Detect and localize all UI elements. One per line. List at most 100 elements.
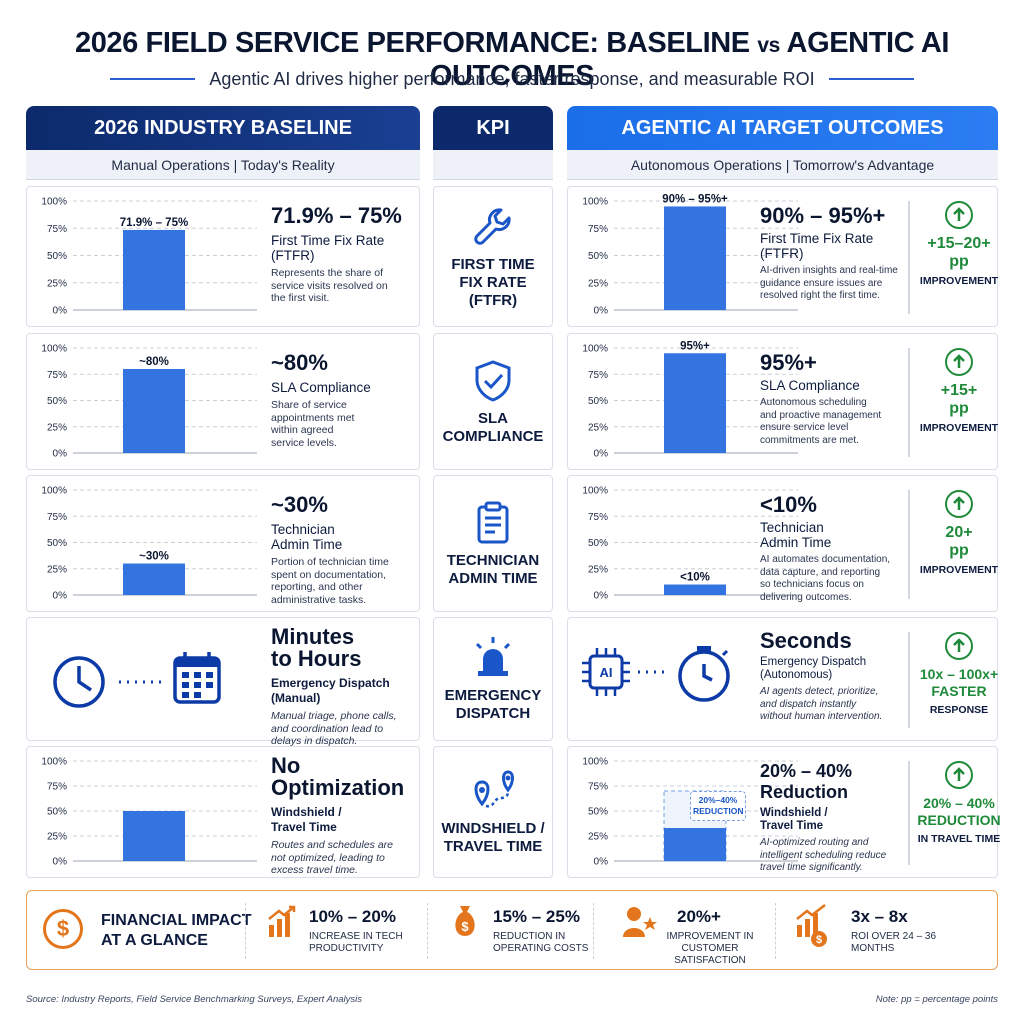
agentic-value: 95%+ — [760, 350, 817, 375]
data-label: 90% – 95%+ — [662, 193, 728, 205]
financial-item-costs: $ 15% – 25% REDUCTION IN OPERATING COSTS — [451, 903, 621, 959]
tick-label: 25% — [588, 564, 608, 575]
shield-check-icon — [475, 359, 511, 402]
bar-chart: 100% 75% 50% 25% 0% 90% – 95%+ — [582, 193, 798, 317]
data-label: ~80% — [139, 356, 169, 368]
baseline-card: 100% 75% 50% 25% 0% ~80% ~80% SLA Compliance Sha… — [26, 333, 420, 470]
baseline-value: ~80% — [271, 350, 328, 375]
ai-chip-label: AI — [600, 665, 613, 680]
roi-chart-icon: $ — [796, 904, 827, 947]
tick-label: 100% — [41, 197, 67, 208]
improvement-value: 10x – 100x+ FASTER — [919, 666, 999, 699]
improvement-value: +15+ pp — [940, 382, 978, 417]
tick-label: 50% — [588, 538, 608, 549]
financial-value: 3x – 8x — [851, 907, 908, 926]
financial-separator — [593, 903, 594, 959]
agentic-value: 20% – 40% Reduction — [760, 761, 853, 802]
tick-label: 50% — [588, 396, 608, 407]
baseline-card: 100% 75% 50% 25% 0% 71.9% – 75% 71.9% – 75% Fir… — [26, 186, 420, 327]
agentic-card: 100% 75% 50% 25% 0% 90% – 95%+ 90% – 95%+ First… — [567, 186, 998, 327]
arrow-up-icon — [945, 201, 973, 229]
bar — [123, 563, 185, 595]
baseline-value: 71.9% – 75% — [271, 203, 402, 228]
customer-star-icon — [623, 907, 657, 937]
baseline-value: ~30% — [271, 492, 328, 517]
kpi-card: SLA COMPLIANCE — [433, 333, 553, 470]
agentic-value: Seconds — [760, 628, 852, 653]
tick-label: 0% — [594, 591, 609, 602]
bar — [664, 353, 726, 453]
data-label: <10% — [680, 572, 710, 584]
agentic-kpi-name: SLA Compliance — [760, 378, 860, 393]
baseline-card: 100% 75% 50% 25% 0% ~30% ~30% Technician Admin … — [26, 475, 420, 612]
tick-label: 75% — [47, 370, 67, 381]
baseline-card: Minutes to Hours Emergency Dispatch (Manu… — [26, 617, 420, 747]
dollar-coin-icon: $ — [43, 909, 83, 949]
kpi-label: SLA COMPLIANCE — [442, 409, 544, 445]
kpi-card: FIRST TIME FIX RATE (FTFR) — [433, 186, 553, 327]
bar-chart: 100% 75% 50% 25% 0% 95%+ — [582, 340, 798, 460]
improvement-value: 20+ pp — [945, 524, 973, 559]
financial-item-roi: $ 3x – 8x ROI OVER 24 – 36 MONTHS — [795, 903, 975, 959]
tick-label: 75% — [588, 370, 608, 381]
improvement-block: +15–20+ pp IMPROVEMENT — [908, 201, 1004, 314]
financial-text: REDUCTION IN OPERATING COSTS — [493, 931, 589, 954]
arrow-up-icon — [945, 632, 973, 660]
improvement-text: IN TRAVEL TIME — [917, 833, 1001, 845]
financial-value: 15% – 25% — [493, 907, 580, 926]
tick-label: 100% — [582, 486, 608, 497]
tick-label: 100% — [582, 197, 608, 208]
improvement-text: RESPONSE — [929, 704, 989, 716]
tick-label: 50% — [588, 251, 608, 262]
tick-label: 75% — [588, 512, 608, 523]
tick-label: 75% — [47, 782, 67, 793]
baseline-kpi-name: SLA Compliance — [271, 380, 371, 395]
baseline-description: Share of service appointments met within… — [271, 399, 355, 449]
bar — [123, 369, 185, 453]
baseline-column-subtitle: Manual Operations | Today's Reality — [26, 150, 420, 180]
money-bag-icon: $ — [455, 906, 475, 936]
page-subtitle: Agentic AI drives higher performance, fa… — [209, 68, 815, 89]
agentic-kpi-name: First Time Fix Rate (FTFR) — [760, 231, 874, 261]
bar — [123, 811, 185, 861]
tick-label: 0% — [53, 591, 68, 602]
baseline-description: Routes and schedules are not optimized, … — [271, 839, 393, 876]
tick-label: 25% — [47, 278, 67, 289]
siren-icon — [475, 637, 511, 676]
improvement-text: IMPROVEMENT — [919, 564, 999, 576]
baseline-value: No Optimization — [271, 753, 405, 800]
improvement-text: IMPROVEMENT — [919, 275, 999, 287]
tick-label: 0% — [53, 306, 68, 317]
improvement-block: 10x – 100x+ FASTER RESPONSE — [908, 632, 1004, 728]
tick-label: 100% — [41, 344, 67, 355]
kpi-label: WINDSHIELD / TRAVEL TIME — [441, 820, 545, 855]
kpi-card: WINDSHIELD / TRAVEL TIME — [433, 746, 553, 878]
tick-label: 0% — [594, 449, 609, 460]
tick-label: 75% — [588, 224, 608, 235]
tick-label: 25% — [588, 832, 608, 843]
bar — [123, 229, 185, 310]
financial-value: 10% – 20% — [309, 907, 396, 926]
tick-label: 25% — [588, 422, 608, 433]
tick-label: 100% — [41, 486, 67, 497]
tick-label: 25% — [47, 832, 67, 843]
tick-label: 25% — [588, 278, 608, 289]
route-pins-icon — [474, 770, 514, 808]
footer-source: Source: Industry Reports, Field Service … — [26, 994, 362, 1005]
bar-chart: 100% 75% 50% 25% 0% ~80% — [41, 344, 257, 460]
footer-note: Note: pp = percentage points — [875, 994, 998, 1005]
tick-label: 50% — [47, 396, 67, 407]
ai-chip-to-stopwatch-icon: AI — [582, 646, 730, 702]
bar-chart: 100% 75% 50% 25% 0% <10% — [582, 486, 798, 602]
tick-label: 0% — [53, 449, 68, 460]
financial-impact-panel: $ FINANCIAL IMPACT AT A GLANCE 10% – 20%… — [26, 890, 998, 970]
tick-label: 0% — [594, 857, 609, 868]
svg-text:$: $ — [461, 919, 469, 934]
tick-label: 0% — [53, 857, 68, 868]
improvement-block: 20% – 40% REDUCTION IN TRAVEL TIME — [908, 761, 1004, 865]
tick-label: 100% — [582, 344, 608, 355]
financial-text: ROI OVER 24 – 36 MONTHS — [851, 931, 937, 954]
data-label: 71.9% – 75% — [120, 217, 188, 229]
arrow-up-icon — [945, 490, 973, 518]
reduction-callout: 20%–40% REDUCTION — [690, 791, 746, 821]
